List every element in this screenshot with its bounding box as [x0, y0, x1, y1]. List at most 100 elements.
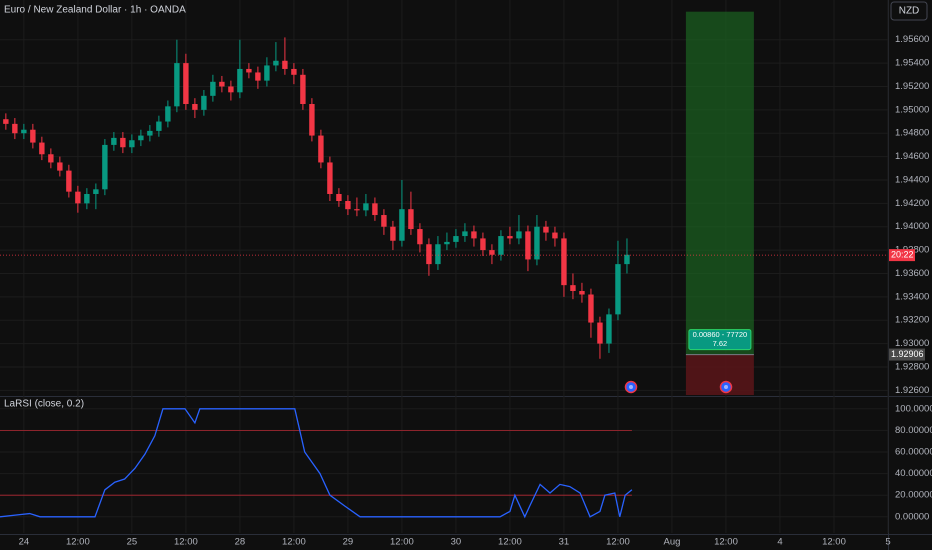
- y-tick-label: 40.00000: [895, 468, 932, 479]
- candle-body: [273, 60, 279, 66]
- y-tick-label: 1.95600: [895, 34, 929, 45]
- y-tick-label: 1.94200: [895, 198, 929, 209]
- y-tick-label: 1.93600: [895, 268, 929, 279]
- candle-body: [507, 236, 513, 239]
- x-tick-label: 12:00: [174, 537, 198, 548]
- x-tick-label: 31: [559, 537, 570, 548]
- indicator-line: [0, 408, 633, 519]
- candle-body: [120, 137, 126, 148]
- y-tick-label: 0.00000: [895, 511, 929, 522]
- candle-body: [147, 130, 153, 136]
- candle-body: [228, 86, 234, 93]
- candle-body: [291, 68, 297, 75]
- x-tick-label: 28: [235, 537, 246, 548]
- y-tick-label: 1.93400: [895, 291, 929, 302]
- candle-body: [534, 226, 540, 260]
- candle-body: [390, 226, 396, 241]
- y-tick-label: 1.92800: [895, 361, 929, 372]
- currency[interactable]: NZD: [899, 6, 920, 17]
- x-tick-label: 12:00: [822, 537, 846, 548]
- candle-body: [12, 123, 18, 134]
- candle-body: [345, 201, 351, 210]
- position-loss-zone: [685, 354, 754, 395]
- candle-body: [498, 236, 504, 255]
- x-tick-label: 25: [127, 537, 138, 548]
- candle-body: [570, 285, 576, 291]
- candle-body: [543, 226, 549, 233]
- y-tick-label: 1.95200: [895, 81, 929, 92]
- oscillator-pane: [0, 408, 888, 519]
- x-tick-label: 12:00: [498, 537, 522, 548]
- candle-body: [606, 314, 612, 344]
- event-icon: [624, 380, 638, 394]
- position-sublabel: 7.62: [713, 339, 728, 348]
- candle-body: [309, 104, 315, 136]
- candle-body: [408, 209, 414, 230]
- candle-body: [399, 209, 405, 241]
- candle-body: [480, 238, 486, 251]
- candle-body: [426, 244, 432, 265]
- candle-body: [615, 264, 621, 315]
- candle-body: [525, 231, 531, 260]
- candle-body: [264, 65, 270, 81]
- x-tick-label: 24: [19, 537, 30, 548]
- candle-body: [210, 81, 216, 96]
- candle-body: [255, 72, 261, 81]
- candle-body: [444, 241, 450, 245]
- candle-body: [66, 170, 72, 192]
- candle-body: [489, 250, 495, 255]
- candle-body: [471, 231, 477, 239]
- position-profit-zone: [685, 11, 754, 355]
- x-tick-label: 5: [885, 537, 890, 548]
- candle-body: [21, 129, 27, 134]
- candle-body: [327, 162, 333, 194]
- y-tick-label: 1.94000: [895, 221, 929, 232]
- countdown-box: [889, 249, 915, 262]
- y-tick-label: 80.00000: [895, 425, 932, 436]
- y-tick-label: 1.93200: [895, 315, 929, 326]
- candle-body: [129, 140, 135, 148]
- candle-body: [93, 189, 99, 194]
- candle-body: [111, 137, 117, 145]
- candle-body: [156, 121, 162, 131]
- y-tick-label: 1.94600: [895, 151, 929, 162]
- candle-body: [588, 294, 594, 323]
- candle-body: [516, 231, 522, 239]
- y-tick-label: 1.95000: [895, 104, 929, 115]
- candle-body: [336, 193, 342, 202]
- candle-body: [381, 215, 387, 227]
- candle-body: [579, 290, 585, 295]
- x-tick-label: 12:00: [66, 537, 90, 548]
- candle-body: [165, 106, 171, 122]
- candle-body: [462, 231, 468, 237]
- candle-body: [48, 154, 54, 163]
- entry-price-box: [889, 348, 925, 361]
- event-icon: [719, 380, 733, 394]
- y-tick-label: 1.93000: [895, 338, 929, 349]
- position-label-box: [688, 329, 752, 351]
- candle-body: [597, 322, 603, 344]
- x-tick-label: 29: [343, 537, 354, 548]
- candle-body: [192, 104, 198, 110]
- y-tick-label: 1.94400: [895, 174, 929, 185]
- x-tick-label: 12:00: [606, 537, 630, 548]
- candle-body: [624, 254, 630, 265]
- candle-body: [318, 135, 324, 163]
- candle-body: [552, 232, 558, 239]
- y-tick-label: 1.95400: [895, 58, 929, 69]
- candle-body: [102, 144, 108, 190]
- candle-body: [3, 119, 9, 124]
- currency-box[interactable]: [890, 1, 928, 21]
- entry-price-label: 1.92906: [891, 349, 924, 359]
- candle-body: [183, 63, 189, 105]
- chart-title: Euro / New Zealand Dollar · 1h · OANDA: [4, 5, 186, 16]
- y-tick-label: 100.00000: [895, 403, 932, 414]
- indicator-title: LaRSI (close, 0.2): [4, 399, 84, 410]
- candle-body: [237, 68, 243, 93]
- candle-body: [219, 81, 225, 87]
- candle-body: [201, 95, 207, 110]
